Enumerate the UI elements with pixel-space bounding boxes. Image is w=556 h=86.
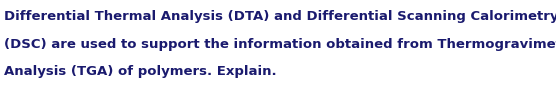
- Text: Analysis (TGA) of polymers. Explain.: Analysis (TGA) of polymers. Explain.: [4, 65, 277, 78]
- Text: (DSC) are used to support the information obtained from Thermogravimetric: (DSC) are used to support the informatio…: [4, 38, 556, 51]
- Text: Differential Thermal Analysis (DTA) and Differential Scanning Calorimetry: Differential Thermal Analysis (DTA) and …: [4, 10, 556, 23]
